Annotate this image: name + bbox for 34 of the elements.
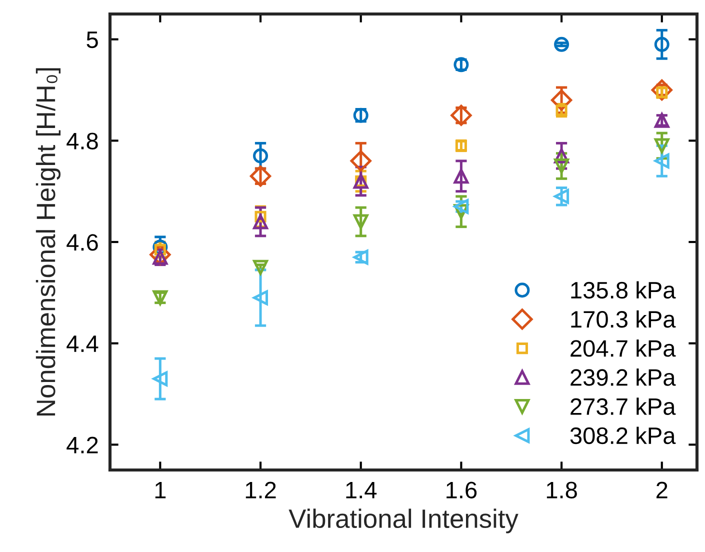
point (554, 158, 570, 174)
x-tick-label: 1.4 (346, 482, 377, 498)
legend-label: 273.7 kPa (570, 398, 676, 415)
point (350, 150, 372, 172)
point (454, 168, 469, 184)
y-tick-label: 4.6 (66, 234, 98, 251)
y-tick-label: 4.8 (66, 132, 98, 150)
x-axis-title: Vibrational Intensity (288, 508, 518, 534)
legend-label: 170.3 kPa (571, 310, 676, 328)
point (253, 214, 268, 230)
legend-label: 308.2 kPa (570, 426, 676, 444)
y-tick-label: 4.4 (66, 336, 98, 352)
point (253, 260, 268, 275)
legend-label: 239.2 kPa (570, 368, 676, 386)
legend-label: 135.8 kPa (571, 281, 676, 299)
legend-label: 204.7 kPa (570, 339, 676, 357)
y-tick-label: 5 (86, 32, 98, 48)
point (250, 166, 272, 187)
x-tick-label: 1.8 (546, 482, 577, 498)
x-tick-label: 2 (656, 482, 668, 498)
point (654, 36, 670, 52)
point (654, 138, 670, 154)
point (554, 36, 570, 52)
x-tick-label: 1.6 (446, 482, 477, 498)
x-tick-label: 1 (155, 482, 166, 498)
point (450, 104, 472, 126)
y-axis-title: Nondimensional Height [H/H₀] (36, 68, 61, 416)
y-tick-label: 4.2 (66, 436, 98, 454)
point (152, 371, 168, 386)
x-tick-label: 1.2 (246, 482, 276, 498)
point (253, 290, 268, 306)
point (353, 214, 368, 230)
point (654, 153, 670, 168)
point (253, 148, 268, 164)
